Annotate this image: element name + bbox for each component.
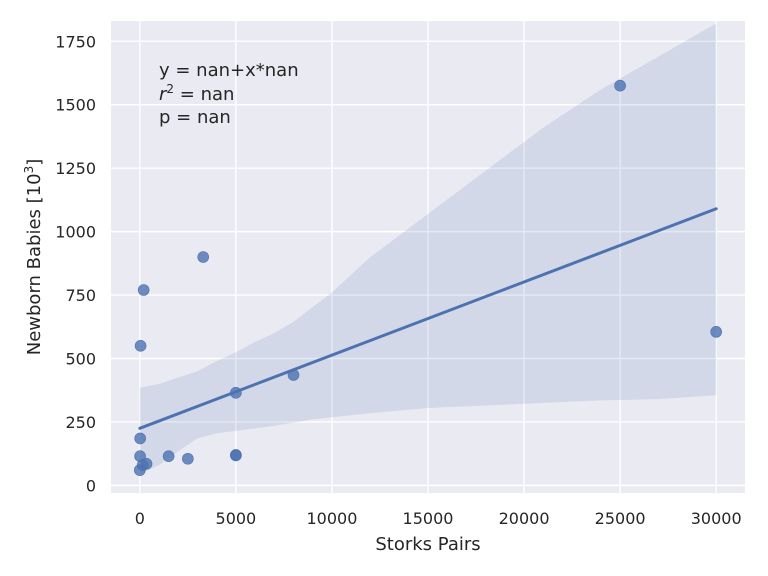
y-tick-label: 0 <box>86 476 96 495</box>
data-point <box>287 369 300 381</box>
y-tick-label: 1000 <box>55 223 96 242</box>
y-axis-label: Newborn Babies [103] <box>22 159 45 356</box>
y-tick-label: 250 <box>65 413 96 432</box>
y-tick-label: 1250 <box>55 159 96 178</box>
y-axis-label-close: ] <box>24 159 45 166</box>
data-point <box>140 458 153 470</box>
x-tick-label: 0 <box>135 509 145 528</box>
y-axis-label-main: Newborn Babies [10 <box>24 173 45 355</box>
tick-labels: 0 5000 10000 15000 20000 25000 30000 0 250 500 750… <box>55 32 741 528</box>
x-tick-label: 15000 <box>403 509 454 528</box>
x-tick-label: 25000 <box>595 509 646 528</box>
x-axis-label: Storks Pairs <box>375 534 480 555</box>
data-point <box>230 449 242 462</box>
data-points <box>134 79 722 476</box>
annotation-p-value: p = nan <box>159 107 231 128</box>
annotation-r-value: = nan <box>174 84 234 105</box>
x-tick-label: 5000 <box>216 509 257 528</box>
data-point <box>134 432 147 445</box>
data-point <box>182 452 194 465</box>
confidence-band-area <box>139 23 717 474</box>
y-axis-label-superscript: 3 <box>22 166 36 174</box>
y-tick-label: 500 <box>65 350 96 369</box>
annotation-equation: y = nan+x*nan <box>159 60 299 81</box>
data-point <box>710 326 722 338</box>
data-point <box>197 251 210 263</box>
data-point <box>162 450 175 463</box>
y-tick-label: 750 <box>65 286 96 305</box>
data-point <box>137 284 150 296</box>
x-tick-label: 10000 <box>306 509 357 528</box>
x-tick-label: 20000 <box>499 509 550 528</box>
annotation-r-symbol: r <box>159 84 168 105</box>
x-tick-label: 30000 <box>691 509 742 528</box>
y-tick-label: 1750 <box>55 32 96 51</box>
data-point <box>230 386 242 399</box>
data-point <box>134 340 147 352</box>
annotation-r2: r2 = nan <box>159 82 234 105</box>
grid <box>111 21 745 493</box>
data-point <box>614 79 626 92</box>
annotation-r-superscript: 2 <box>166 82 174 96</box>
y-tick-label: 1500 <box>55 96 96 115</box>
confidence-band <box>139 23 717 474</box>
